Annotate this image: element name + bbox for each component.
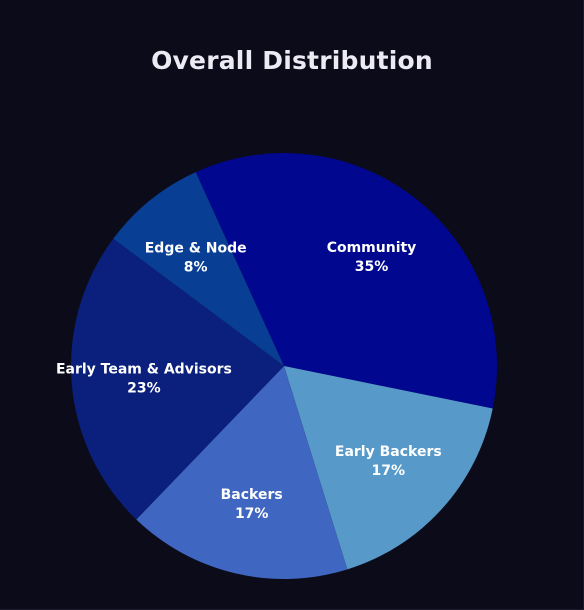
chart-title: Overall Distribution <box>151 46 433 75</box>
slice-value-early-team-and-advisors: 23% <box>127 381 161 397</box>
slice-label-community: Community <box>327 240 417 256</box>
slice-label-early-team-and-advisors: Early Team & Advisors <box>56 362 232 378</box>
slice-value-backers: 17% <box>235 506 269 522</box>
slice-value-edge-and-node: 8% <box>184 260 208 276</box>
slice-label-early-backers: Early Backers <box>335 444 442 460</box>
slice-label-edge-and-node: Edge & Node <box>145 241 247 257</box>
pie-slice-community[interactable] <box>195 153 497 409</box>
slice-value-community: 35% <box>355 259 389 275</box>
pie-slice-backers[interactable] <box>136 366 348 579</box>
pie-slice-early-team-and-advisors[interactable] <box>71 238 285 520</box>
slice-label-backers: Backers <box>221 487 283 503</box>
pie-slice-edge-and-node[interactable] <box>113 172 284 366</box>
pie-slice-early-backers[interactable] <box>284 366 493 570</box>
slice-value-early-backers: 17% <box>372 463 406 479</box>
